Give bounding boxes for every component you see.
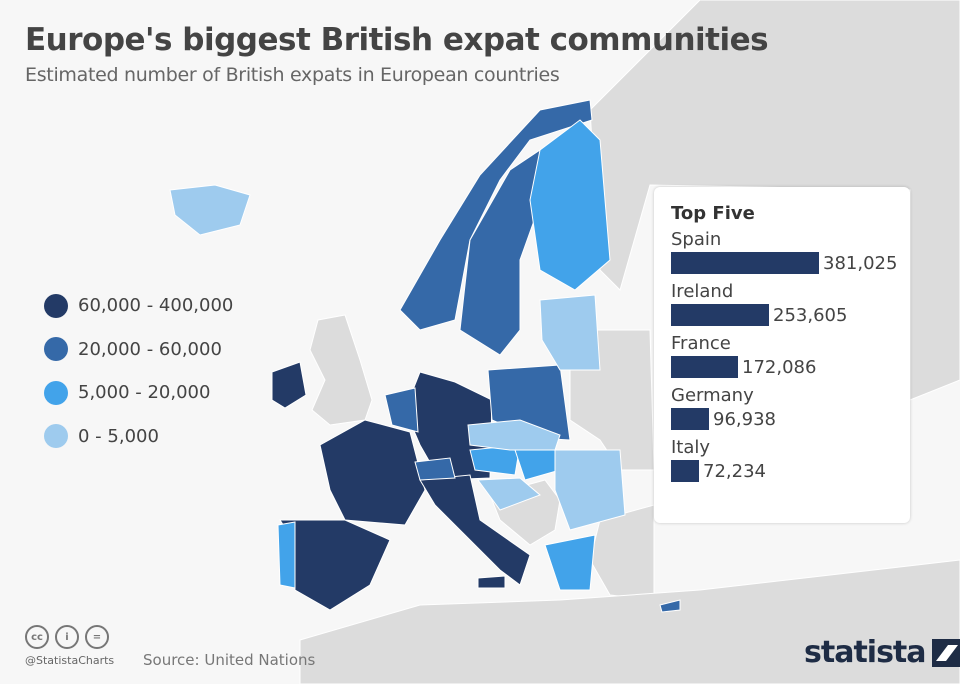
license-icons: cc i =	[25, 625, 109, 649]
statista-logo: statista	[804, 635, 960, 670]
country-france	[319, 419, 426, 526]
value-label: 253,605	[773, 304, 848, 326]
country-croatia-slovenia	[477, 477, 541, 511]
source-note: Source: United Nations	[143, 651, 316, 669]
legend-item: 0 - 5,000	[44, 415, 233, 459]
country-switzerland	[414, 457, 456, 481]
legend-item: 60,000 - 400,000	[44, 284, 233, 328]
country-finland	[529, 119, 611, 291]
top-five-row: Italy 72,234	[671, 437, 910, 483]
country-cyprus	[659, 599, 681, 613]
land-russia-east	[589, 0, 960, 401]
legend-item: 20,000 - 60,000	[44, 328, 233, 372]
statista-mark-icon	[931, 638, 960, 667]
country-greece	[544, 534, 596, 591]
legend-label: 20,000 - 60,000	[78, 338, 222, 360]
country-label: Italy	[671, 437, 711, 458]
country-portugal	[277, 521, 296, 589]
attribution-icon: i	[55, 625, 79, 649]
country-sicily	[477, 575, 506, 589]
map-legend: 60,000 - 400,000 20,000 - 60,000 5,000 -…	[44, 284, 233, 458]
legend-item: 5,000 - 20,000	[44, 371, 233, 415]
chart-subtitle: Estimated number of British expats in Eu…	[25, 64, 560, 86]
legend-swatch	[44, 380, 68, 405]
value-label: 96,938	[713, 408, 776, 430]
country-romania-bulgaria	[554, 449, 626, 531]
country-iceland	[169, 184, 251, 236]
country-ireland	[271, 361, 307, 409]
value-bar	[671, 356, 738, 378]
legend-swatch	[44, 293, 68, 318]
creative-commons-icon: cc	[25, 625, 49, 649]
top-five-row: France 172,086	[671, 333, 910, 379]
value-label: 381,025	[823, 252, 898, 274]
legend-label: 60,000 - 400,000	[78, 295, 234, 317]
value-bar	[671, 460, 699, 482]
country-italy	[419, 474, 531, 586]
value-bar	[671, 304, 769, 326]
legend-label: 0 - 5,000	[78, 425, 159, 447]
country-label: Spain	[671, 229, 722, 250]
value-bar	[671, 252, 819, 274]
chart-title: Europe's biggest British expat communiti…	[25, 22, 769, 58]
top-five-row: Spain 381,025	[671, 229, 910, 275]
country-baltics	[539, 294, 601, 371]
country-spain	[279, 519, 391, 611]
top-five-title: Top Five	[671, 203, 755, 224]
land-africa	[299, 559, 960, 684]
value-label: 172,086	[742, 356, 817, 378]
land-uk	[309, 314, 373, 426]
brand-wordmark: statista	[804, 635, 927, 670]
legend-label: 5,000 - 20,000	[78, 382, 211, 404]
no-derivatives-icon: =	[85, 625, 109, 649]
value-label: 72,234	[703, 460, 766, 482]
top-five-panel: Top Five Spain 381,025 Ireland 253,605 F…	[654, 187, 910, 523]
country-label: France	[671, 333, 731, 354]
value-bar	[671, 408, 709, 430]
country-sweden	[459, 149, 546, 356]
legend-swatch	[44, 424, 68, 449]
country-label: Ireland	[671, 281, 734, 302]
country-label: Germany	[671, 385, 754, 406]
social-handle: @StatistaCharts	[25, 654, 115, 667]
top-five-row: Germany 96,938	[671, 385, 910, 431]
legend-swatch	[44, 337, 68, 362]
country-norway	[399, 99, 593, 331]
country-benelux	[384, 387, 419, 433]
top-five-row: Ireland 253,605	[671, 281, 910, 327]
